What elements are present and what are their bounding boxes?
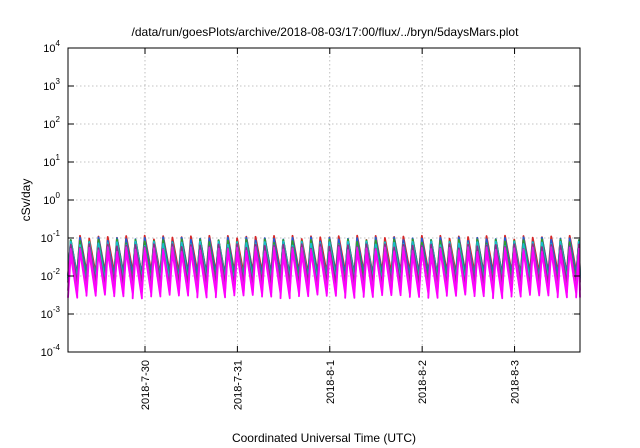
y-tick-label: 103 (43, 77, 60, 93)
x-tick-label: 2018-8-3 (510, 360, 522, 404)
y-axis-label: cSv/day (19, 179, 33, 222)
y-tick-label: 10-3 (41, 305, 61, 321)
chart-title: /data/run/goesPlots/archive/2018-08-03/1… (132, 25, 520, 39)
series-group (67, 234, 581, 300)
y-tick-label: 10-1 (41, 229, 61, 245)
y-tick-label: 10-4 (41, 343, 61, 359)
x-axis-label: Coordinated Universal Time (UTC) (232, 431, 416, 445)
y-tick-label: 102 (43, 115, 60, 131)
y-tick-label: 100 (43, 191, 60, 207)
series-line (67, 249, 581, 300)
y-tick-label: 101 (43, 153, 60, 169)
x-tick-label: 2018-7-30 (140, 360, 152, 410)
x-tick-label: 2018-8-1 (325, 360, 337, 404)
y-tick-label: 10-2 (41, 267, 61, 283)
x-tick-label: 2018-8-2 (417, 360, 429, 404)
x-tick-label: 2018-7-31 (232, 360, 244, 410)
x-ticks: 2018-7-30 2018-7-31 2018-8-1 2018-8-2 2018-8… (140, 48, 522, 410)
y-ticks: 10-4 10-3 10-2 10-1 100 101 102 103 104 (41, 39, 580, 359)
grid (68, 48, 580, 352)
y-tick-label: 104 (43, 39, 60, 55)
